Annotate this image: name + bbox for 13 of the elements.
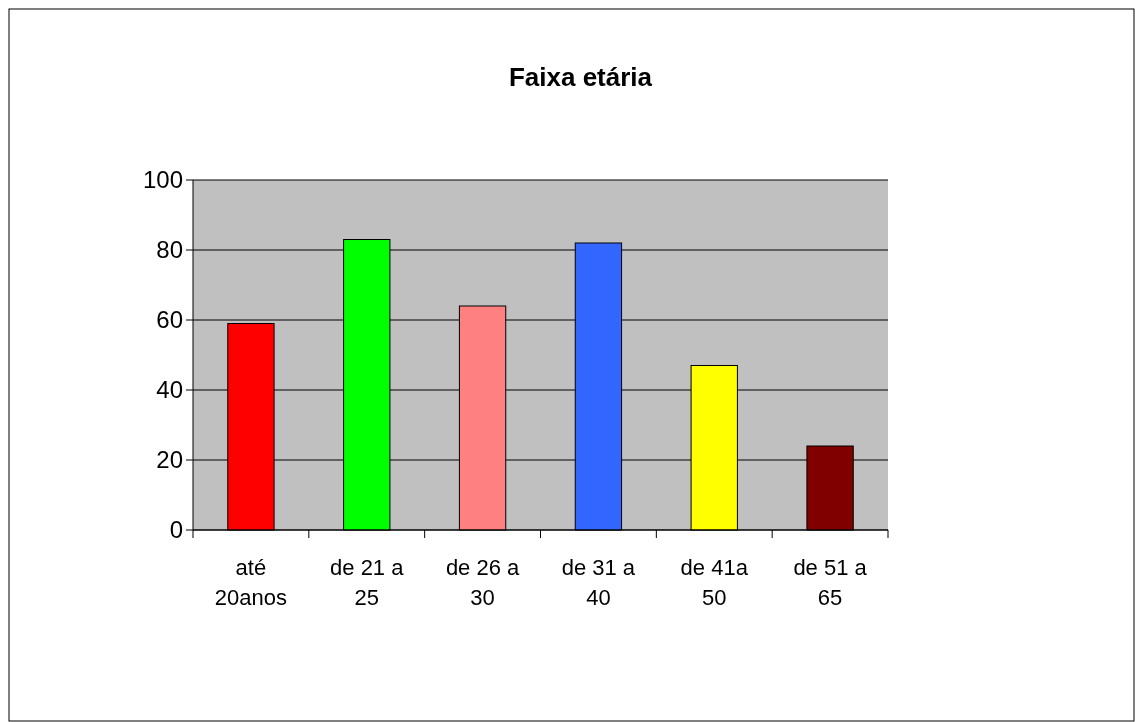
y-tick-label: 0 [169,516,183,544]
y-tick-label: 40 [156,376,183,404]
x-tick-label: até 20anos [214,555,288,610]
x-tick-label: de 21 a 25 [330,555,405,610]
y-tick-label: 100 [142,166,183,194]
y-tick-label: 20 [156,446,183,474]
x-tick-label: de 41a 50 [680,555,749,610]
x-tick-label: de 26 a 30 [445,555,521,610]
x-tick-label: de 51 a 65 [793,555,868,610]
chart-title: Faixa etária [508,62,653,92]
y-tick-label: 60 [156,306,183,334]
y-tick-label: 80 [156,236,183,264]
x-tick-label: de 31 a 40 [561,555,636,610]
